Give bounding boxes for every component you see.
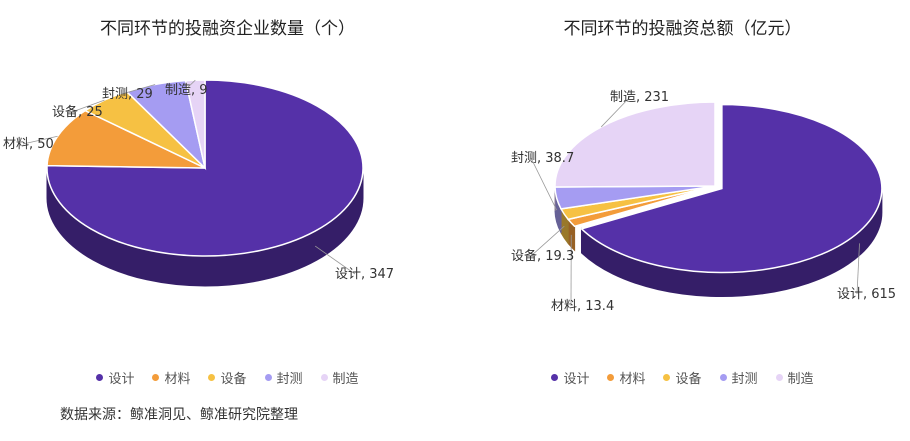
chart-title: 不同环节的投融资总额（亿元） [563,19,802,39]
pie-slice-设计 [580,103,883,274]
legend-item-封测: 封测 [719,368,758,387]
leader-line [71,99,105,113]
legend-item-设备: 设备 [663,368,702,387]
legend-swatch [775,374,783,381]
legend-label: 材料 [164,372,191,387]
legend-item-材料: 材料 [607,368,645,387]
legend-label: 封测 [731,372,758,387]
legend: 设计 材料 设备 封测 制造 [0,368,455,387]
pie-slice-材料 [46,109,206,169]
data-label-制造: 制造, 231 [610,90,669,105]
data-label-封测: 封测, 29 [102,87,153,102]
legend-label: 设备 [675,372,702,387]
legend-item-设计: 设计 [551,368,589,387]
legend-swatch [719,374,727,381]
legend: 设计 材料 设备 封测 制造 [455,368,910,387]
legend-item-制造: 制造 [320,368,359,387]
data-label-材料: 材料, 13.4 [551,299,614,314]
legend-item-材料: 材料 [152,368,190,387]
legend-swatch [607,374,615,381]
leader-line [530,225,565,257]
legend-label: 制造 [787,372,814,387]
pie-slice-制造 [554,101,716,188]
chart-enterprise-count: 不同环节的投融资企业数量（个） 设计, 347 材料, 50 设备, 25 封测, 2… [0,0,455,400]
data-label-制造: 制造, 9 [165,83,208,98]
legend-item-设计: 设计 [96,368,134,387]
legend-swatch [320,374,328,381]
legend-swatch [152,374,160,381]
data-source-note: 数据来源：鲸准洞见、鲸准研究院整理 [60,407,298,423]
legend-label: 材料 [619,372,646,387]
data-label-设计: 设计, 347 [335,267,394,282]
legend-item-制造: 制造 [775,368,814,387]
leader-line [600,96,631,128]
legend-label: 设计 [563,372,590,387]
legend-item-封测: 封测 [264,368,303,387]
leader-line [121,84,156,95]
pie-chart-enterprise-count: 设计, 347 材料, 50 设备, 25 封测, 29 制造, 9 [3,79,394,287]
leader-line [22,135,58,145]
legend-label: 制造 [332,372,359,387]
pie-slice-制造 [184,79,206,169]
legend-label: 设备 [220,372,247,387]
leader-line [856,243,860,295]
leader-line [530,157,558,211]
leader-line [314,245,356,275]
legend-label: 设计 [108,372,135,387]
data-label-设备: 设备, 19.3 [511,248,574,264]
legend-item-设备: 设备 [208,368,247,387]
pie-chart-investment-total: 设计, 615 材料, 13.4 设备, 19.3 封测, 38.7 制造, 231 [511,90,896,314]
data-label-封测: 封测, 38.7 [511,151,574,166]
data-label-材料: 材料, 50 [3,137,54,152]
chart-title: 不同环节的投融资企业数量（个） [100,19,355,39]
legend-swatch [663,374,671,381]
legend-swatch [208,374,216,381]
legend-swatch [96,374,104,381]
data-label-设备: 设备, 25 [52,104,103,120]
legend-swatch [264,374,272,381]
legend-swatch [551,374,559,381]
data-label-设计: 设计, 615 [837,287,896,302]
chart-investment-total: 不同环节的投融资总额（亿元） 设计, 615 材料, 13.4 设备, 19.3 封测… [455,0,910,400]
legend-label: 封测 [276,372,303,387]
leader-line [184,79,196,91]
